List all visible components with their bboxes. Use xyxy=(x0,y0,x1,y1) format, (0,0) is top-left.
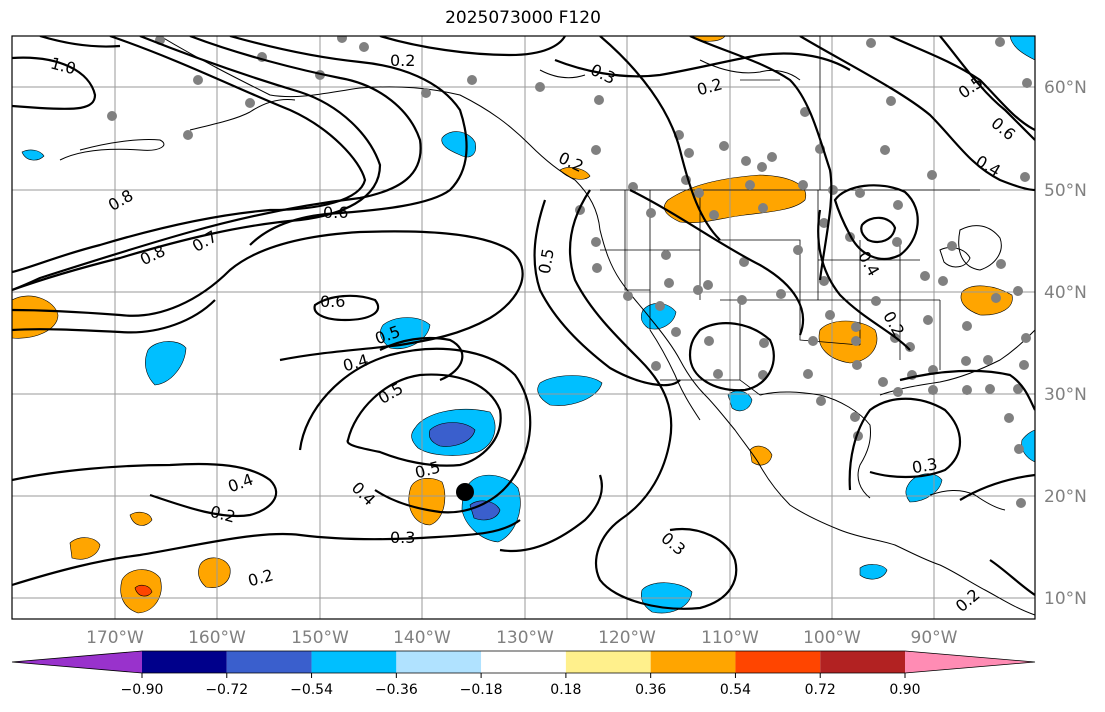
orange-blob-sw3 xyxy=(69,537,101,560)
map-title: 2025073000 F120 xyxy=(445,8,601,28)
latitude-labels: 60°N 50°N 40°N 30°N 20°N 10°N xyxy=(1044,78,1087,609)
colorbar-segment xyxy=(650,651,736,673)
lon-label: 110°W xyxy=(701,628,759,648)
colorbar-tick-label: 0.36 xyxy=(635,682,666,698)
contour-label: 0.6 xyxy=(323,203,348,222)
colorbar-tick-label: 0.18 xyxy=(550,682,581,698)
blue-blob-bering xyxy=(21,149,45,161)
shaded-anomalies xyxy=(12,36,1035,614)
lon-label: 130°W xyxy=(496,628,554,648)
state-borders xyxy=(600,36,980,396)
lat-label: 10°N xyxy=(1044,589,1087,609)
orange-blob-gulfmex xyxy=(749,445,773,466)
darkblue-blob-cyclone xyxy=(429,422,476,447)
orange-blob-sw4 xyxy=(129,511,153,526)
blue-blob-ne xyxy=(1009,36,1035,61)
lat-label: 20°N xyxy=(1044,487,1087,507)
colorbar-tick-label: 0.54 xyxy=(720,682,751,698)
red-blob-sw1 xyxy=(134,584,153,597)
colorbar-segment xyxy=(311,651,397,673)
map-area: 1.0 0.2 0.3 0.2 0.5 0.6 0.4 0.8 0.7 0.6 … xyxy=(12,36,1035,619)
lon-label: 100°W xyxy=(803,628,861,648)
colorbar-tick-label: −0.90 xyxy=(121,682,164,698)
lon-label: 160°W xyxy=(188,628,246,648)
lon-label: 150°W xyxy=(291,628,349,648)
coastlines xyxy=(59,36,1035,616)
contour-label: 0.6 xyxy=(320,292,345,311)
orange-blob-west xyxy=(12,295,59,339)
contour-label: 0.3 xyxy=(390,528,415,547)
colorbar-tick-label: −0.72 xyxy=(205,682,248,698)
station-markers xyxy=(107,36,1032,508)
lat-label: 30°N xyxy=(1044,385,1087,405)
colorbar-tick-label: −0.18 xyxy=(460,682,503,698)
lat-label: 40°N xyxy=(1044,283,1087,303)
blue-blob-mid1 xyxy=(145,341,187,386)
colorbar: −0.90 −0.72 −0.54 −0.36 −0.18 0.18 0.36 0.54 0.7… xyxy=(11,650,1036,698)
orange-blob-ohio xyxy=(960,285,1013,316)
orange-blob-texas xyxy=(818,320,878,364)
colorbar-extend-low xyxy=(12,651,142,673)
lon-label: 120°W xyxy=(598,628,656,648)
colorbar-segment xyxy=(481,651,566,673)
contour-label: 0.3 xyxy=(910,454,938,477)
blue-blob-mid3 xyxy=(537,375,603,406)
colorbar-tick-label: −0.36 xyxy=(375,682,418,698)
contour-lines xyxy=(12,36,1035,610)
contour-label: 0.2 xyxy=(390,51,415,70)
lon-label: 170°W xyxy=(86,628,144,648)
orange-blob-sw2 xyxy=(198,557,231,588)
colorbar-segment xyxy=(820,651,905,673)
blue-blob-central xyxy=(859,564,888,580)
lon-label: 90°W xyxy=(911,628,958,648)
colorbar-segment xyxy=(565,651,651,673)
contour-label: 0.5 xyxy=(535,247,558,275)
colorbar-segment xyxy=(735,651,821,673)
colorbar-segment xyxy=(226,651,312,673)
lat-label: 50°N xyxy=(1044,181,1087,201)
colorbar-tick-label: −0.54 xyxy=(290,682,333,698)
colorbar-tick-label: 0.72 xyxy=(805,682,836,698)
storm-center-marker xyxy=(456,483,474,501)
map-frame xyxy=(11,35,1036,620)
lon-label: 140°W xyxy=(393,628,451,648)
lat-label: 60°N xyxy=(1044,78,1087,98)
colorbar-segment xyxy=(142,651,227,673)
colorbar-segment xyxy=(396,651,482,673)
colorbar-extend-high xyxy=(905,651,1035,673)
colorbar-tick-label: 0.90 xyxy=(889,682,920,698)
longitude-labels: 170°W 160°W 150°W 140°W 130°W 120°W 110°… xyxy=(86,628,958,648)
